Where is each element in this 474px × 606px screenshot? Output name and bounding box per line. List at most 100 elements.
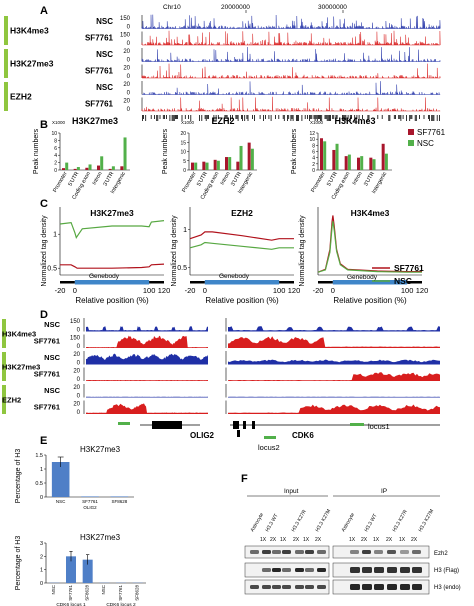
input-header: Input <box>284 488 299 495</box>
blot-band <box>295 568 304 572</box>
bar-nsc <box>384 153 388 170</box>
locus1-green-region <box>350 423 364 426</box>
gene-mark <box>351 115 352 119</box>
gene-mark <box>188 115 189 119</box>
bar-sf7761 <box>236 161 240 170</box>
genebody-label: Genebody <box>347 274 378 281</box>
gene-mark <box>156 115 158 121</box>
track-scale-zero: 0 <box>127 25 131 31</box>
lane-label: H3.3 K27M <box>418 508 436 533</box>
blot-band <box>412 584 422 590</box>
gene-mark <box>336 115 338 119</box>
y-tick-label: 0 <box>40 495 43 501</box>
bar-value <box>66 556 76 583</box>
gene-mark <box>358 115 360 119</box>
chart-title: H3K27me3 <box>72 116 118 126</box>
bar-sf7761 <box>344 156 348 170</box>
gene-mark <box>414 115 416 121</box>
blot-band <box>412 550 421 554</box>
track-scale-max: 20 <box>73 369 80 375</box>
gene-mark <box>171 115 173 121</box>
lane-label: H3.3 WT <box>265 513 280 533</box>
x-tick-label: 100 <box>273 286 286 295</box>
track-sample-label: SF7761 <box>85 67 114 76</box>
legend-swatch-nsc <box>408 140 414 146</box>
series-line-nsc <box>59 220 165 239</box>
gene-mark <box>398 115 400 119</box>
cdk6-label: CDK6 <box>292 431 314 440</box>
track-area <box>86 335 208 348</box>
gene-mark <box>205 115 207 121</box>
gene-mark <box>393 115 395 119</box>
y-tick-label: 0.5 <box>35 481 43 487</box>
chart-title: H3K27me3 <box>80 533 121 542</box>
mark-label: H3K27me3 <box>2 363 40 372</box>
bar-nsc <box>100 156 104 170</box>
y-tick-label: 1 <box>183 227 187 234</box>
category-label: SF8628 <box>135 585 140 601</box>
dose-label: 1X <box>280 537 287 543</box>
gene-mark <box>184 115 186 119</box>
track-scale-max: 20 <box>123 49 130 55</box>
gene-mark <box>326 115 328 121</box>
gene-mark <box>172 115 174 121</box>
x-tick-label: 100 <box>401 286 414 295</box>
band-label-flag: H3 (Flag) <box>434 568 459 574</box>
x1000-label: X1000 <box>181 120 195 125</box>
gene-mark <box>368 115 370 119</box>
gene-mark <box>298 115 299 121</box>
mark-green-tag <box>4 82 8 111</box>
y-axis-label: Normalized tag density <box>299 215 306 287</box>
lane-label: H3.3 K27M <box>315 508 333 533</box>
blot-band <box>262 568 271 572</box>
track-scale-zero: 0 <box>77 394 81 400</box>
dose-label: 2X <box>411 537 418 543</box>
track-signal <box>141 96 441 112</box>
track-area <box>86 353 208 365</box>
gene-mark <box>439 115 440 121</box>
gene-mark <box>423 115 425 119</box>
gene-mark <box>259 115 261 119</box>
bar-nsc <box>194 162 198 170</box>
track-sample-label: NSC <box>96 50 113 59</box>
series-line-sf7761 <box>60 263 165 269</box>
track-sample-label: SF7761 <box>85 100 114 109</box>
bar-nsc <box>76 167 80 170</box>
x-tick-label: 120 <box>416 286 429 295</box>
bar-nsc <box>228 157 232 170</box>
gene-mark <box>320 115 321 121</box>
y-tick-label: 4 <box>54 153 57 159</box>
panel-f: Input IP Astrocyte H3.3 WT H3.3 K27R H3.3 K… <box>244 488 461 595</box>
gene-mark <box>315 115 317 119</box>
y-tick-label: 2 <box>40 554 43 560</box>
gene-mark <box>354 115 356 121</box>
mark-label: H3K27me3 <box>10 59 54 69</box>
y-tick-label: 4 <box>312 156 315 162</box>
gene-mark <box>254 115 255 121</box>
y-axis-label: Peak numbers <box>291 128 298 174</box>
gene-mark <box>283 115 285 121</box>
y-tick-label: 0 <box>40 581 43 587</box>
lane-label: H3.3 K27R <box>392 508 410 533</box>
y-tick-label: 6 <box>54 146 57 152</box>
gene-mark <box>316 115 318 121</box>
panel-label-f: F <box>241 473 248 485</box>
gene-mark <box>241 115 242 119</box>
y-axis-label: Normalized tag density <box>171 215 178 287</box>
blot-band <box>362 567 372 573</box>
bar-nsc <box>123 137 127 170</box>
blot-band <box>305 585 314 589</box>
gene-mark <box>142 115 143 121</box>
mark-label: EZH2 <box>2 396 21 405</box>
gene-mark <box>232 115 233 119</box>
y-tick-label: 8 <box>312 143 315 149</box>
gene-mark <box>367 115 369 121</box>
peak-chart-2: H3K4me3 X1000 Peak numbers 121086420Promote… <box>291 116 392 201</box>
chart-title: EZH2 <box>231 208 253 218</box>
gene-mark <box>291 115 293 119</box>
blot-band <box>387 584 397 590</box>
bar-sf7761 <box>120 166 124 170</box>
blot-band <box>282 550 291 554</box>
mark-label: H3K4me3 <box>2 330 36 339</box>
blot-band <box>374 584 384 590</box>
